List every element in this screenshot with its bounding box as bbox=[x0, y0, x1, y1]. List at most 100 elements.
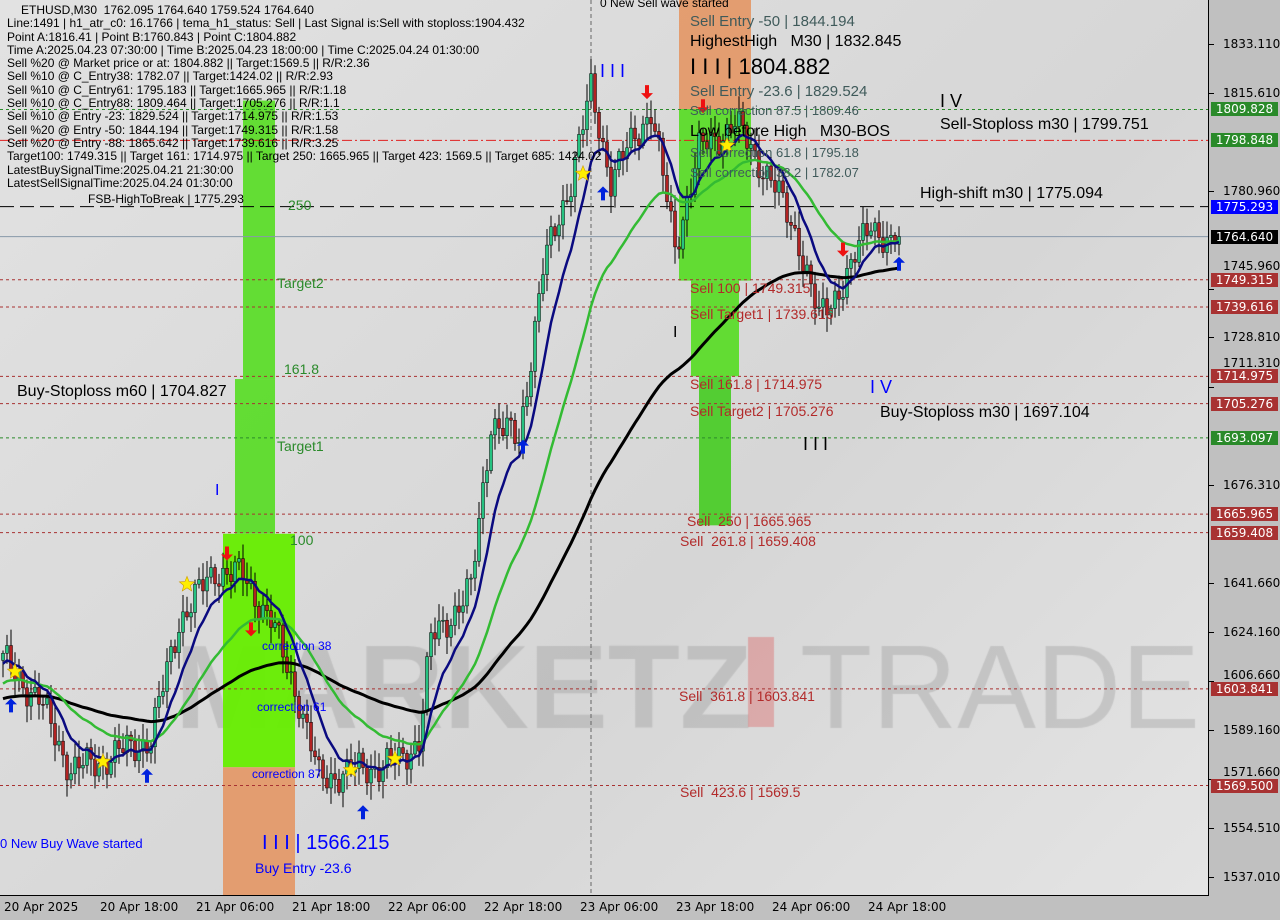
candle-bear bbox=[509, 417, 513, 421]
chart-annotation: I V bbox=[870, 377, 893, 397]
chart-annotation: correction 87 bbox=[252, 767, 322, 781]
candle-bull bbox=[153, 707, 157, 748]
price-tick-mark bbox=[1209, 485, 1214, 487]
candle-bull bbox=[413, 741, 417, 755]
candle-bull bbox=[857, 240, 861, 263]
candle-bear bbox=[265, 604, 269, 611]
candle-bull bbox=[205, 576, 209, 592]
candle-bull bbox=[777, 180, 781, 193]
chart-annotation: Sell 100 | 1749.315 bbox=[690, 280, 811, 296]
candle-bull bbox=[329, 773, 333, 789]
candle-bull bbox=[477, 518, 481, 562]
chart-annotation: 0 New Sell wave started bbox=[600, 0, 729, 10]
candle-bull bbox=[869, 230, 873, 236]
candle-bull bbox=[549, 226, 553, 246]
candle-bear bbox=[769, 165, 773, 181]
candle-bear bbox=[705, 141, 709, 150]
candle-bear bbox=[801, 255, 805, 272]
candle-bear bbox=[217, 583, 221, 587]
time-tick-label: 23 Apr 06:00 bbox=[580, 900, 659, 914]
price-tick-label: 1711.310 bbox=[1223, 355, 1280, 370]
candle-bear bbox=[317, 756, 321, 761]
chart-annotation: 0 New Buy Wave started bbox=[0, 836, 143, 851]
candle-bear bbox=[661, 137, 665, 176]
candle-bear bbox=[365, 767, 369, 784]
price-tick-label: 1815.610 bbox=[1223, 86, 1280, 101]
buy-arrow-icon bbox=[141, 768, 153, 783]
time-tick-label: 24 Apr 18:00 bbox=[868, 900, 947, 914]
candle-bull bbox=[873, 222, 877, 232]
candle-bear bbox=[277, 622, 281, 626]
candle-bull bbox=[557, 224, 561, 236]
price-tick-label: 1745.960 bbox=[1223, 259, 1280, 274]
candle-bear bbox=[597, 112, 601, 139]
price-tick-mark bbox=[1209, 44, 1214, 45]
candle-bear bbox=[877, 222, 881, 238]
chart-annotation: I I I | 1804.882 bbox=[690, 54, 831, 79]
candle-bear bbox=[853, 259, 857, 263]
candle-bear bbox=[325, 777, 329, 789]
candle-bull bbox=[109, 762, 113, 775]
info-line: Line:1491 | h1_atr_c0: 16.1766 | tema_h1… bbox=[7, 16, 525, 31]
symbol-header: ETHUSD,M30 1762.095 1764.640 1759.524 17… bbox=[21, 3, 314, 17]
candle-bear bbox=[637, 138, 641, 146]
chart-annotation: Buy-Stoploss m30 | 1697.104 bbox=[880, 404, 1090, 421]
price-tick-label: 1780.960 bbox=[1223, 183, 1280, 198]
info-line: Sell %10 @ Entry -23: 1829.524 || Target… bbox=[7, 109, 339, 124]
candle-bear bbox=[241, 558, 245, 580]
candle-bull bbox=[685, 196, 689, 221]
time-tick-label: 20 Apr 18:00 bbox=[100, 900, 179, 914]
candle-bear bbox=[77, 756, 81, 769]
mid-ema-line bbox=[2, 158, 900, 746]
candle-bull bbox=[193, 583, 197, 613]
candle-bull bbox=[521, 406, 525, 443]
price-level-badge: 1798.848 bbox=[1211, 133, 1278, 148]
chart-plot-area[interactable]: ETHUSD,M30 1762.095 1764.640 1759.524 17… bbox=[0, 0, 1209, 896]
candle-bear bbox=[93, 758, 97, 777]
candle-bull bbox=[1, 653, 5, 661]
price-tick-label: 1537.010 bbox=[1223, 869, 1280, 884]
chart-annotation: I bbox=[215, 482, 220, 499]
price-tick-mark bbox=[1209, 827, 1214, 829]
candle-bull bbox=[841, 297, 845, 300]
candle-bear bbox=[553, 226, 557, 236]
price-axis[interactable]: 1833.110 1815.610 1780.960 1745.960 1728.810… bbox=[1209, 0, 1280, 895]
candle-bear bbox=[653, 123, 657, 132]
candle-bull bbox=[833, 290, 837, 309]
candle-bull bbox=[629, 127, 633, 149]
candle-bear bbox=[497, 418, 501, 429]
candle-bear bbox=[257, 606, 261, 620]
candle-bear bbox=[865, 223, 869, 236]
time-tick-label: 24 Apr 06:00 bbox=[772, 900, 851, 914]
candle-bull bbox=[449, 625, 453, 638]
candle-bear bbox=[797, 227, 801, 257]
candle-bear bbox=[361, 752, 365, 768]
candle-bull bbox=[505, 417, 509, 436]
candle-bear bbox=[773, 180, 777, 193]
candle-bear bbox=[185, 611, 189, 618]
time-axis[interactable]: 20 Apr 2025 20 Apr 18:00 21 Apr 06:00 21 Ap… bbox=[0, 896, 1208, 920]
candle-bear bbox=[673, 210, 677, 248]
candle-bull bbox=[585, 100, 589, 131]
price-level-badge: 1749.315 bbox=[1211, 272, 1278, 287]
candle-bear bbox=[825, 298, 829, 316]
zone-box bbox=[691, 280, 739, 377]
info-line: Sell %20 @ Entry -50: 1844.194 || Target… bbox=[7, 122, 339, 137]
candle-bull bbox=[189, 612, 193, 618]
candle-bull bbox=[441, 619, 445, 622]
candle-bull bbox=[5, 645, 9, 654]
time-tick-label: 21 Apr 06:00 bbox=[196, 900, 275, 914]
price-tick-mark bbox=[1209, 876, 1214, 878]
candle-bull bbox=[197, 579, 201, 585]
price-tick-mark bbox=[1209, 190, 1214, 192]
candle-bull bbox=[481, 482, 485, 519]
candle-bull bbox=[645, 117, 649, 125]
candle-bull bbox=[493, 418, 497, 436]
candle-bear bbox=[609, 166, 613, 197]
info-line: LatestSellSignalTime:2025.04.24 01:30:00 bbox=[7, 175, 233, 190]
candle-bull bbox=[233, 561, 237, 582]
candle-bear bbox=[53, 723, 57, 746]
price-tick-label: 1641.660 bbox=[1223, 575, 1280, 590]
price-tick-label: 1589.160 bbox=[1223, 723, 1280, 738]
signal-star-icon bbox=[718, 136, 736, 153]
